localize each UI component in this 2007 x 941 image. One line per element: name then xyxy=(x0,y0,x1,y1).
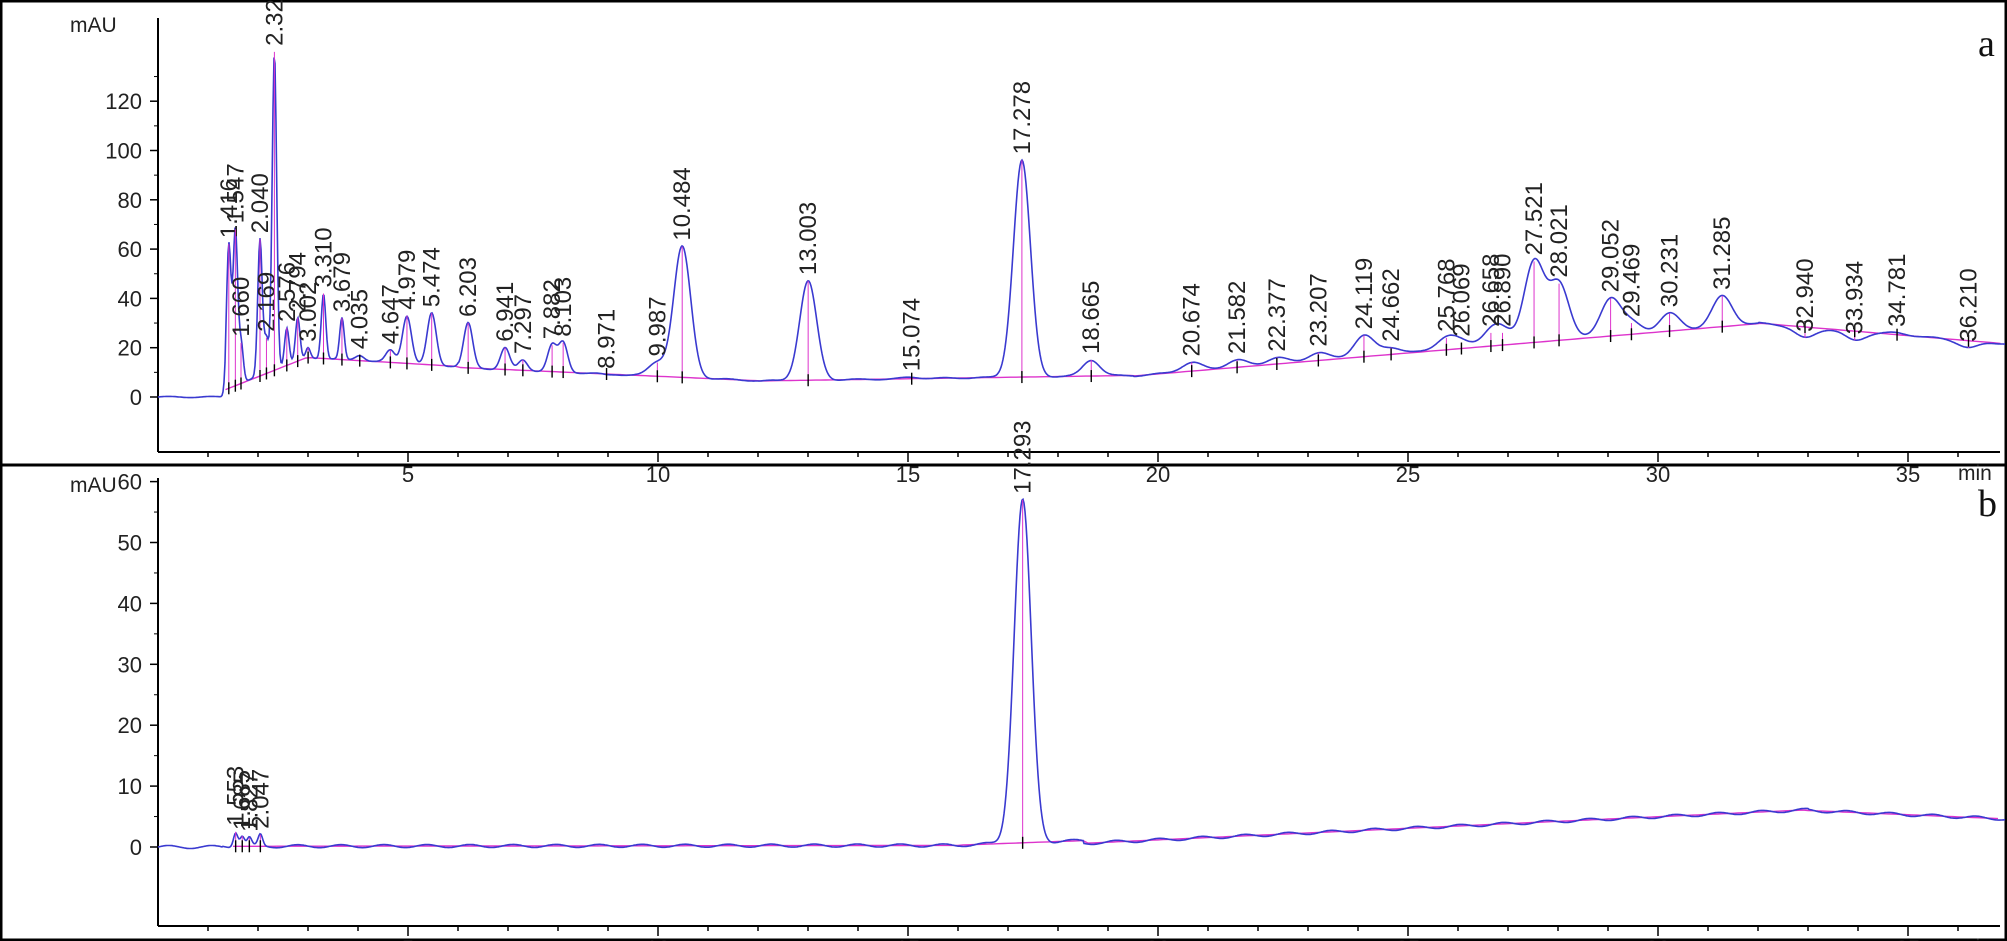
peak-retention-label: 20.674 xyxy=(1179,283,1206,356)
peak-retention-label: 26.658 xyxy=(1478,254,1505,327)
peak-retention-label: 5.474 xyxy=(419,247,446,307)
peak-retention-label: 9.987 xyxy=(644,296,671,356)
peak-retention-label: 24.119 xyxy=(1351,258,1378,330)
peak-retention-label: 3.002 xyxy=(295,282,322,342)
peak-retention-label: 2.047 xyxy=(247,769,274,829)
peak-retention-label: 29.469 xyxy=(1618,244,1645,317)
peak-retention-label: 8.971 xyxy=(594,309,621,369)
peak-retention-label: 34.781 xyxy=(1884,254,1911,327)
peak-retention-label: 31.285 xyxy=(1709,217,1736,290)
peak-retention-label: 21.582 xyxy=(1224,281,1251,354)
panel-letter: a xyxy=(1978,23,1995,65)
peak-retention-label: 7.297 xyxy=(510,294,537,354)
x-tick-label: 25 xyxy=(1396,936,1420,941)
peak-retention-label: 1.416 xyxy=(216,178,243,238)
peak-retention-label: 29.052 xyxy=(1598,219,1625,292)
y-tick-label: 0 xyxy=(130,835,142,860)
x-tick-label: 15 xyxy=(896,936,920,941)
peak-retention-label: 27.521 xyxy=(1521,182,1548,255)
y-tick-label: 20 xyxy=(118,336,142,361)
peak-retention-label: 17.278 xyxy=(1009,81,1036,154)
x-tick-label: 30 xyxy=(1646,462,1670,487)
peak-retention-label: 26.069 xyxy=(1448,263,1475,336)
peak-retention-label: 26.890 xyxy=(1490,254,1517,327)
peak-retention-label: 3.310 xyxy=(311,227,338,287)
peak-retention-label: 23.207 xyxy=(1305,273,1332,346)
y-tick-label: 60 xyxy=(118,237,142,262)
peak-retention-label: 2.169 xyxy=(253,272,280,332)
x-tick-label: 35 xyxy=(1896,936,1920,941)
peak-retention-label: 15.074 xyxy=(899,298,926,371)
x-tick-label: 5 xyxy=(402,936,414,941)
peak-retention-label: 6.941 xyxy=(492,282,519,342)
peak-retention-label: 7.882 xyxy=(539,279,566,339)
x-tick-label: 30 xyxy=(1646,936,1670,941)
peak-retention-label: 24.662 xyxy=(1378,268,1405,341)
peak-retention-label: 4.647 xyxy=(377,284,404,344)
y-tick-label: 50 xyxy=(118,531,142,556)
y-axis-unit-label: mAU xyxy=(70,14,117,37)
y-tick-label: 60 xyxy=(118,470,142,495)
panel-letter: b xyxy=(1978,483,1997,525)
y-tick-label: 80 xyxy=(118,188,142,213)
chromatogram-panel-a: 5 10 15 20 25 30 35 min 0 20 40 60 80 100 120 mAU a 1.416… xyxy=(70,0,2005,487)
peak-retention-label: 13.003 xyxy=(795,202,822,275)
y-tick-label: 40 xyxy=(118,591,142,616)
peak-retention-label: 1.685 xyxy=(229,770,256,830)
peak-retention-label: 6.203 xyxy=(455,257,482,317)
peak-retention-label: 2.040 xyxy=(247,173,274,233)
peak-retention-label: 2.576 xyxy=(274,262,301,322)
peak-retention-label: 1.553 xyxy=(223,766,250,826)
peak-retention-label: 18.665 xyxy=(1078,281,1105,354)
y-tick-label: 20 xyxy=(118,713,142,738)
y-tick-label: 30 xyxy=(118,652,142,677)
x-axis-unit-label: min xyxy=(1958,936,1992,941)
peak-retention-label: 32.940 xyxy=(1792,258,1819,331)
y-tick-label: 40 xyxy=(118,286,142,311)
peak-retention-label: 1.547 xyxy=(222,163,249,223)
peak-retention-label: 2.328 xyxy=(261,0,288,46)
peak-retention-label: 10.484 xyxy=(669,167,696,240)
peak-retention-label: 22.377 xyxy=(1264,278,1291,351)
peak-retention-label: 3.679 xyxy=(329,252,356,312)
y-tick-label: 0 xyxy=(130,385,142,410)
x-tick-label: 20 xyxy=(1146,462,1170,487)
peak-retention-label: 28.021 xyxy=(1546,204,1573,277)
chromatogram-trace xyxy=(157,497,2006,850)
peak-retention-label: 2.794 xyxy=(285,252,312,312)
x-tick-label: 10 xyxy=(646,936,670,941)
peak-retention-label: 1.827 xyxy=(236,772,263,832)
chromatogram-trace xyxy=(157,57,2005,399)
peak-retention-label: 4.035 xyxy=(347,289,374,349)
peak-retention-label: 33.934 xyxy=(1842,261,1869,334)
x-tick-label: 35 xyxy=(1896,462,1920,487)
y-axis-unit-label: mAU xyxy=(70,474,117,497)
x-tick-label: 25 xyxy=(1396,462,1420,487)
peak-retention-label: 36.210 xyxy=(1956,268,1983,341)
peak-retention-label: 4.979 xyxy=(394,250,421,310)
x-axis-unit-label: min xyxy=(1958,462,1992,485)
peak-retention-label: 1.660 xyxy=(228,277,255,337)
peak-retention-label: 30.231 xyxy=(1657,234,1684,307)
peak-retention-label: 17.293 xyxy=(1010,420,1037,493)
x-tick-label: 15 xyxy=(896,462,920,487)
peak-retention-label: 8.103 xyxy=(550,277,577,337)
x-tick-label: 20 xyxy=(1146,936,1170,941)
peak-retention-label: 25.768 xyxy=(1433,258,1460,331)
y-tick-label: 120 xyxy=(105,89,142,114)
integration-baseline xyxy=(225,322,2001,391)
x-tick-label: 5 xyxy=(402,462,414,487)
y-tick-label: 100 xyxy=(105,139,142,164)
y-tick-label: 10 xyxy=(118,774,142,799)
x-tick-label: 10 xyxy=(646,462,670,487)
